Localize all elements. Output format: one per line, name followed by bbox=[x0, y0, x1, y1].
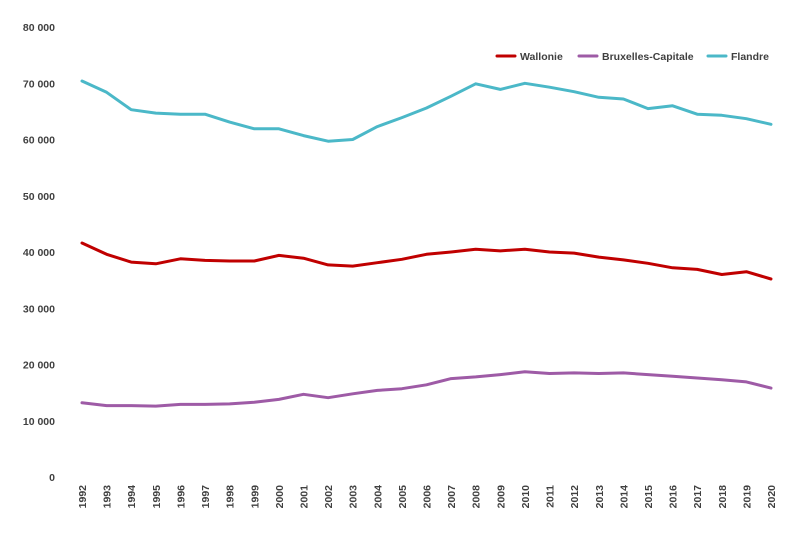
y-tick-label: 60 000 bbox=[23, 135, 55, 147]
legend-label: Bruxelles-Capitale bbox=[602, 51, 694, 63]
x-tick-label: 2001 bbox=[298, 485, 310, 509]
x-tick-label: 2006 bbox=[422, 485, 434, 509]
x-tick-label: 2010 bbox=[520, 485, 532, 509]
x-tick-label: 2016 bbox=[668, 485, 680, 509]
x-axis: 1992 1993 1994 1995 1996 1997 1998 1999 2000 2001… bbox=[77, 485, 778, 509]
series-line-flandre bbox=[80, 79, 773, 143]
x-tick-label: 1997 bbox=[200, 485, 212, 509]
x-tick-label: 1999 bbox=[249, 485, 261, 509]
x-tick-label: 2018 bbox=[717, 485, 729, 509]
x-tick-label: 2019 bbox=[741, 485, 753, 509]
legend-label: Flandre bbox=[731, 51, 769, 63]
series-line-bruxelles-capitale bbox=[80, 370, 773, 408]
y-axis: 0 10 000 20 000 30 000 40 000 50 000 60 000 70 … bbox=[23, 22, 55, 484]
x-tick-label: 1996 bbox=[175, 485, 187, 509]
x-tick-label: 1993 bbox=[102, 485, 114, 509]
x-tick-label: 2003 bbox=[348, 485, 360, 509]
x-tick-label: 2014 bbox=[618, 485, 630, 509]
series-layer bbox=[80, 79, 773, 408]
x-tick-label: 2013 bbox=[594, 485, 606, 509]
y-tick-label: 80 000 bbox=[23, 22, 55, 34]
x-tick-label: 1992 bbox=[77, 485, 89, 509]
y-tick-label: 40 000 bbox=[23, 247, 55, 259]
x-tick-label: 2009 bbox=[495, 485, 507, 509]
x-tick-label: 2000 bbox=[274, 485, 286, 509]
y-tick-label: 0 bbox=[49, 472, 55, 484]
y-tick-label: 70 000 bbox=[23, 78, 55, 90]
y-tick-label: 10 000 bbox=[23, 416, 55, 428]
x-tick-label: 2020 bbox=[766, 485, 778, 509]
x-tick-label: 2015 bbox=[643, 485, 655, 509]
x-tick-label: 2005 bbox=[397, 485, 409, 509]
x-tick-label: 1998 bbox=[225, 485, 237, 509]
legend: Wallonie Bruxelles-Capitale Flandre bbox=[495, 51, 769, 63]
y-tick-label: 30 000 bbox=[23, 303, 55, 315]
legend-label: Wallonie bbox=[520, 51, 563, 63]
x-tick-label: 1995 bbox=[151, 485, 163, 509]
series-line-wallonie bbox=[80, 241, 773, 281]
x-tick-label: 2017 bbox=[692, 485, 704, 509]
x-tick-label: 1994 bbox=[126, 485, 138, 509]
x-tick-label: 2008 bbox=[471, 485, 483, 509]
x-tick-label: 2007 bbox=[446, 485, 458, 509]
x-tick-label: 2012 bbox=[569, 485, 581, 509]
x-tick-label: 2002 bbox=[323, 485, 335, 509]
x-tick-label: 2011 bbox=[545, 485, 557, 508]
x-tick-label: 2004 bbox=[372, 485, 384, 509]
y-tick-label: 20 000 bbox=[23, 360, 55, 372]
y-tick-label: 50 000 bbox=[23, 191, 55, 203]
